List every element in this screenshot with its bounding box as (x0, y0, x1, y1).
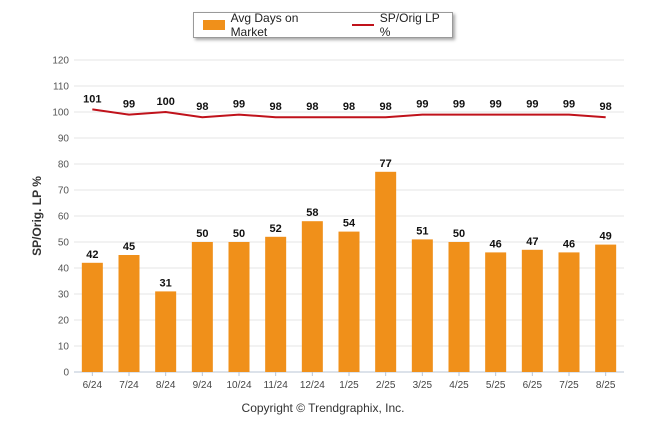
legend-item-bar[interactable]: Avg Days on Market (194, 11, 336, 39)
bar (81, 262, 103, 372)
bar (485, 252, 507, 372)
y-tick-label: 50 (58, 238, 70, 249)
bar (228, 242, 250, 372)
legend-item-line[interactable]: SP/Orig LP % (336, 11, 452, 39)
bar-value-label: 54 (343, 218, 356, 230)
bar (191, 242, 213, 372)
line-value-label: 99 (563, 99, 575, 111)
bar-value-label: 51 (416, 225, 428, 237)
x-tick-label: 5/25 (486, 380, 506, 391)
line-value-label: 98 (343, 101, 355, 113)
line-value-label: 98 (196, 101, 208, 113)
legend: Avg Days on Market SP/Orig LP % (193, 11, 453, 39)
line-value-label: 98 (306, 101, 318, 113)
bar-value-label: 46 (563, 238, 575, 250)
y-tick-label: 90 (58, 134, 70, 145)
bar (595, 244, 617, 372)
legend-bar-swatch (203, 20, 225, 30)
bar-value-label: 50 (233, 228, 245, 240)
bar (558, 252, 580, 372)
bar-value-label: 50 (196, 228, 208, 240)
x-tick-label: 3/25 (413, 380, 433, 391)
y-tick-label: 60 (58, 212, 70, 223)
x-tick-label: 6/24 (83, 380, 103, 391)
bar (155, 291, 177, 372)
x-tick-label: 4/25 (449, 380, 469, 391)
x-tick-label: 7/25 (559, 380, 579, 391)
bar-value-label: 77 (380, 158, 392, 170)
legend-bar-label: Avg Days on Market (230, 11, 299, 39)
y-tick-label: 40 (58, 264, 70, 275)
x-tick-label: 6/25 (523, 380, 543, 391)
y-tick-label: 20 (58, 316, 70, 327)
x-tick-label: 2/25 (376, 380, 396, 391)
x-tick-label: 11/24 (264, 380, 289, 391)
y-tick-label: 30 (58, 290, 70, 301)
x-tick-label: 7/24 (119, 380, 139, 391)
x-tick-label: 10/24 (226, 380, 251, 391)
line-value-label: 100 (156, 96, 174, 108)
y-tick-label: 0 (63, 368, 69, 379)
sp-orig-lp-line (92, 108, 606, 119)
x-tick-label: 9/24 (193, 380, 213, 391)
line-value-label: 99 (123, 99, 135, 111)
legend-line-swatch (352, 24, 374, 26)
line-value-label: 101 (83, 93, 101, 105)
x-tick-label: 8/24 (156, 380, 176, 391)
bar (375, 171, 397, 372)
x-tick-label: 1/25 (339, 380, 359, 391)
bar-value-label: 45 (123, 241, 135, 253)
y-tick-label: 120 (52, 56, 69, 67)
y-tick-label: 10 (58, 342, 70, 353)
bar-value-label: 31 (160, 277, 172, 289)
legend-line-label: SP/Orig LP % (379, 11, 440, 39)
y-tick-label: 110 (53, 82, 69, 93)
y-axis-title: SP/Orig. LP % (30, 176, 44, 256)
bar (301, 221, 323, 372)
line-value-label: 99 (490, 99, 502, 111)
line-value-label: 99 (453, 99, 465, 111)
bar-value-label: 47 (526, 236, 538, 248)
bar-value-label: 58 (306, 207, 318, 219)
bar (521, 249, 543, 372)
y-tick-label: 70 (58, 186, 70, 197)
line-value-label: 98 (600, 101, 612, 113)
bar (118, 255, 140, 372)
bar-value-label: 42 (86, 249, 98, 261)
line-value-label: 99 (526, 99, 538, 111)
copyright-footer: Copyright © Trendgraphix, Inc. (241, 401, 405, 415)
bar-value-label: 49 (600, 231, 612, 243)
bar-value-label: 50 (453, 228, 465, 240)
line-value-label: 98 (380, 101, 392, 113)
y-tick-label: 100 (52, 108, 69, 119)
bar-value-label: 52 (270, 223, 282, 235)
bar (338, 231, 360, 372)
line-value-label: 98 (270, 101, 282, 113)
line-value-label: 99 (233, 99, 245, 111)
bar (411, 239, 433, 372)
x-tick-label: 12/24 (300, 380, 325, 391)
bar (448, 242, 470, 372)
bar-value-label: 46 (490, 238, 502, 250)
x-tick-label: 8/25 (596, 380, 616, 391)
y-tick-label: 80 (58, 160, 70, 171)
line-value-label: 99 (416, 99, 428, 111)
bar (265, 236, 287, 372)
